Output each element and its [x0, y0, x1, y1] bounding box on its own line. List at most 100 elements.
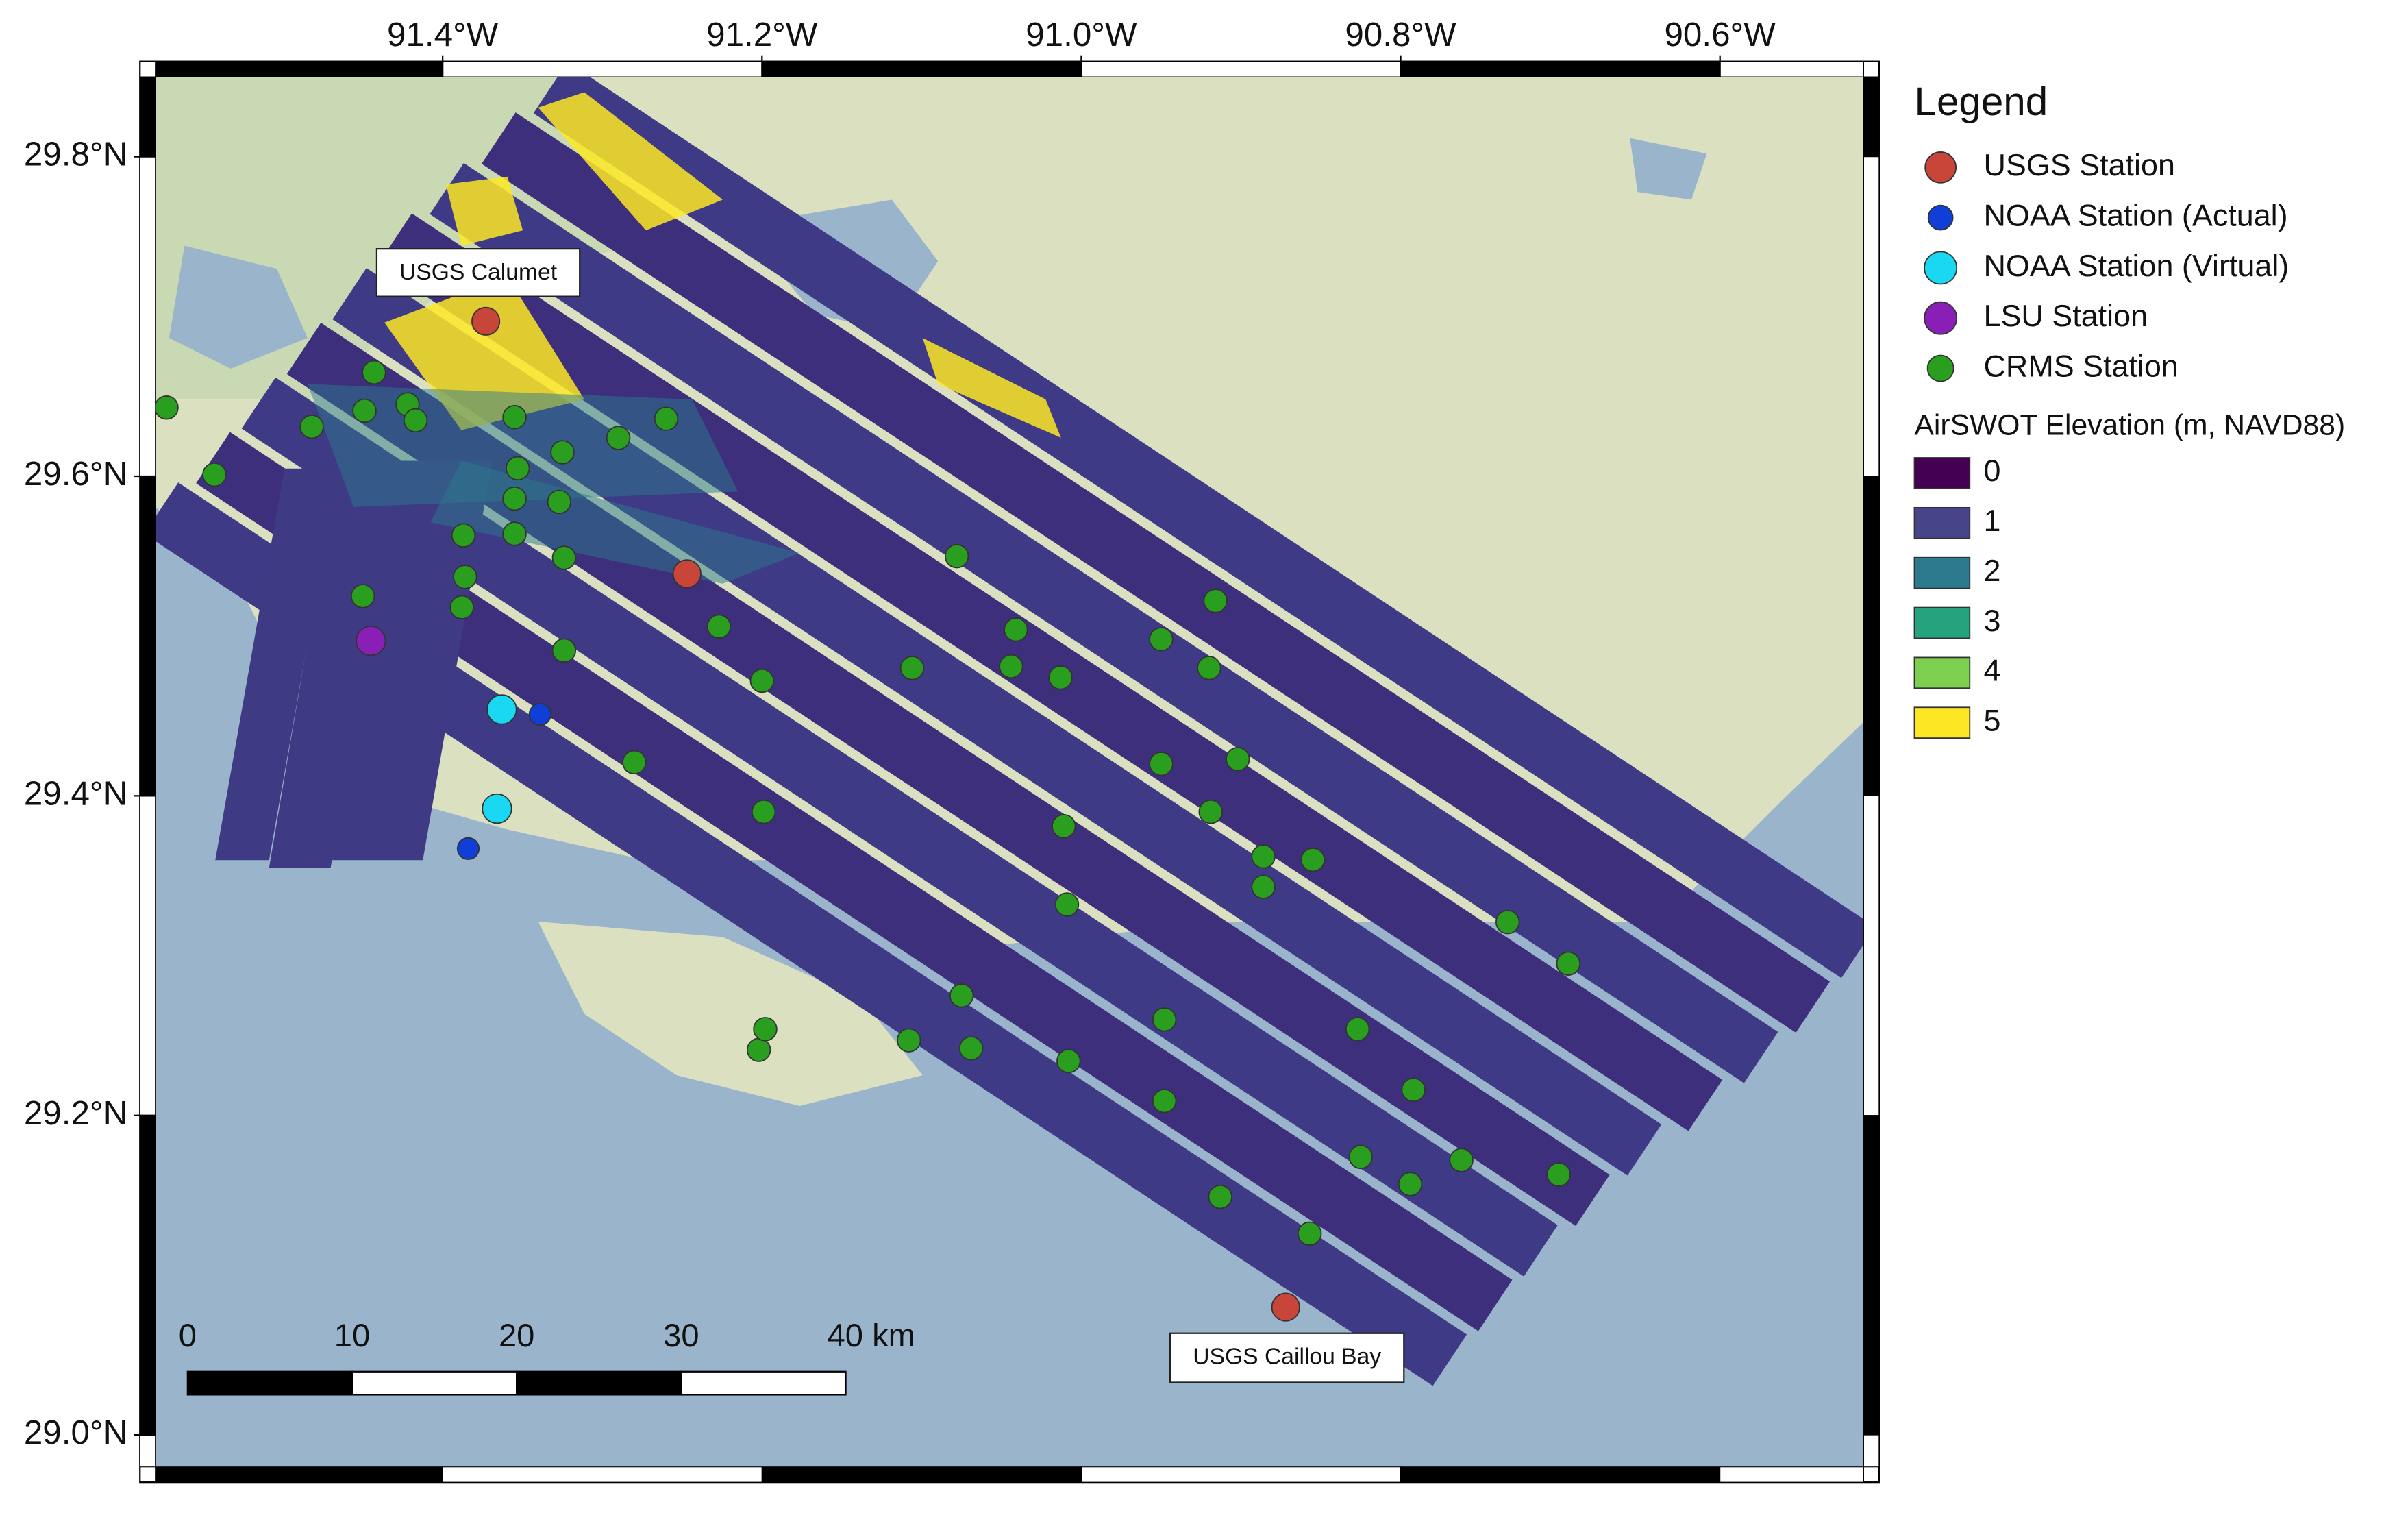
station-marker: [1401, 1077, 1426, 1103]
legend-marker: [1926, 354, 1954, 382]
frame-segment: [1863, 1434, 1880, 1468]
station-marker: [1198, 800, 1223, 824]
y-tick-label: 29.0°N: [24, 1414, 127, 1451]
station-marker: [1048, 665, 1073, 690]
station-marker: [606, 426, 631, 450]
x-tick-label: 91.4°W: [387, 16, 499, 53]
colorbar-swatch: [1913, 706, 1971, 739]
frame-segment: [1400, 61, 1721, 77]
frame-segment: [155, 61, 443, 77]
y-tick-label: 29.6°N: [24, 455, 127, 493]
swath: [332, 268, 1662, 1176]
swath: [215, 468, 338, 861]
station-marker: [1056, 1048, 1081, 1074]
basemap: [155, 77, 1864, 1467]
station-marker: [958, 1036, 984, 1061]
swath: [482, 112, 1830, 1033]
frame-segment: [1863, 476, 1880, 796]
swath: [330, 460, 493, 861]
frame-segment: [139, 1434, 156, 1468]
station-marker: [1226, 747, 1250, 772]
station-marker: [1495, 909, 1520, 935]
station-marker: [654, 406, 679, 431]
colorbar-label: 3: [1983, 603, 2000, 638]
frame-segment: [139, 476, 156, 796]
colorbar-label: 5: [1983, 703, 2000, 738]
high-ground: [922, 338, 1061, 438]
swath: [155, 482, 1467, 1386]
frame-segment: [1863, 1115, 1880, 1436]
y-tick-label: 29.2°N: [24, 1094, 127, 1132]
station-marker: [672, 559, 702, 589]
station-marker: [1054, 892, 1080, 917]
station-marker: [897, 1028, 921, 1053]
legend-label: USGS Station: [1983, 147, 2174, 182]
lake: [169, 245, 308, 369]
frame-segment: [1863, 76, 1880, 158]
scale-label: 0: [179, 1317, 197, 1353]
frame-segment: [139, 1115, 156, 1436]
station-marker: [449, 595, 474, 619]
frame-segment: [1863, 795, 1880, 1116]
legend-marker: [1924, 151, 1957, 184]
station-marker: [356, 626, 386, 656]
station-marker: [155, 395, 179, 420]
x-tick-label: 90.8°W: [1345, 16, 1456, 53]
station-marker: [502, 405, 527, 430]
island: [538, 921, 923, 1106]
annotation-box: [1169, 1332, 1405, 1383]
colorbar-label: 2: [1983, 553, 2000, 588]
station-marker: [451, 523, 476, 548]
x-tick-label: 91.0°W: [1026, 16, 1137, 53]
colorbar-label: 1: [1983, 503, 2000, 538]
legend: USGS Station NOAA Station (Actual) NOAA St…: [1913, 147, 2289, 739]
station-marker: [1251, 844, 1276, 869]
scale-segment: [516, 1370, 682, 1396]
frame-segment: [761, 61, 1082, 77]
station-marker: [547, 489, 572, 515]
station-marker: [746, 1037, 771, 1062]
frame-segment: [1863, 156, 1880, 477]
y-tick-label: 29.4°N: [24, 774, 127, 812]
station-marker: [749, 668, 775, 693]
colorbar-label: 4: [1983, 653, 2000, 688]
legend-marker: [1924, 301, 1958, 335]
lake: [1630, 138, 1707, 200]
scale-segment: [351, 1370, 518, 1396]
colorbar-label: 0: [1983, 453, 2000, 488]
frame-segment: [442, 61, 762, 77]
station-marker: [1348, 1144, 1374, 1170]
station-marker: [471, 306, 501, 336]
station-marker: [1208, 1184, 1232, 1209]
station-marker: [1297, 1221, 1322, 1246]
scale-segment: [186, 1370, 353, 1396]
station-marker: [202, 462, 227, 487]
station-marker: [1152, 1007, 1177, 1032]
station-marker: [403, 408, 428, 433]
legend-marker: [1924, 251, 1958, 285]
station-marker: [528, 702, 551, 726]
station-marker: [622, 750, 647, 775]
station-marker: [551, 545, 577, 570]
frame: 91.4°W 91.2°W 91.0°W 90.8°W 90.6°W 29.8°N 29.6…: [24, 16, 1880, 1484]
station-marker: [550, 440, 575, 465]
annotation-box: [375, 248, 581, 297]
legend-title: Legend: [1914, 79, 2048, 124]
station-marker: [299, 415, 324, 439]
colorbar-swatch: [1913, 457, 1971, 489]
frame-segment: [1720, 61, 1864, 77]
swath: [269, 460, 400, 868]
scale-label: 10: [334, 1317, 370, 1353]
station-marker: [502, 521, 527, 546]
station-marker: [944, 543, 969, 569]
legend-marker: [1927, 204, 1954, 231]
frame-segment: [139, 156, 156, 477]
station-marker: [1152, 1089, 1177, 1114]
station-marker: [1546, 1162, 1572, 1187]
station-marker: [456, 837, 480, 860]
frame-segment: [761, 1466, 1082, 1483]
station-marker: [1149, 627, 1174, 652]
frame-segment: [442, 1466, 762, 1483]
frame-segment: [155, 1466, 443, 1483]
